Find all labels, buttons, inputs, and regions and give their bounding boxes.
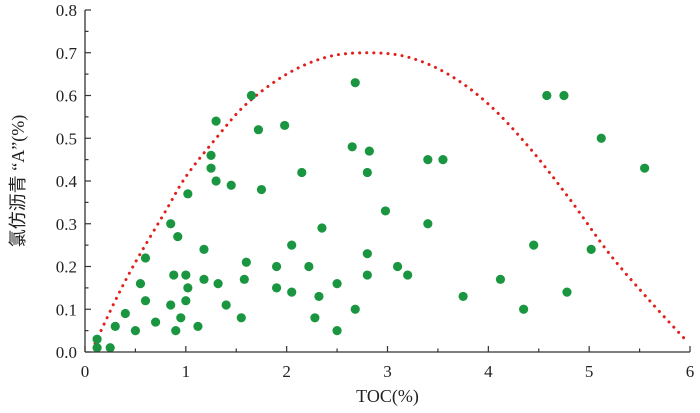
- data-point: [596, 133, 606, 143]
- y-tick-label: 0.6: [56, 87, 77, 106]
- data-point: [256, 184, 267, 195]
- data-point: [350, 304, 360, 314]
- data-point: [332, 279, 342, 289]
- data-point: [181, 296, 191, 306]
- data-point: [287, 287, 297, 297]
- data-point: [332, 326, 342, 336]
- data-point: [529, 240, 539, 250]
- data-point: [246, 90, 256, 101]
- data-point: [92, 334, 102, 344]
- data-point: [280, 120, 290, 131]
- data-point: [271, 261, 282, 272]
- data-point: [423, 155, 433, 165]
- data-point: [364, 146, 374, 156]
- data-point: [206, 150, 216, 160]
- data-point: [271, 283, 282, 293]
- y-tick-label: 0.4: [56, 172, 78, 191]
- axes: [84, 10, 690, 353]
- data-point: [166, 219, 176, 229]
- x-tick-label: 5: [585, 362, 594, 381]
- data-point: [110, 321, 120, 331]
- x-tick-label: 4: [484, 362, 493, 381]
- data-point: [140, 296, 151, 306]
- data-point: [236, 313, 246, 323]
- envelope-curve-layer: [93, 51, 687, 345]
- data-point: [287, 240, 297, 250]
- data-point: [226, 180, 236, 190]
- y-tick-label: 0.3: [56, 215, 77, 234]
- data-point: [199, 244, 209, 254]
- data-point: [199, 274, 209, 284]
- data-point: [519, 304, 529, 314]
- data-point: [105, 343, 115, 353]
- x-ticks: 0 1 2 3 4 5 6: [81, 346, 695, 381]
- data-point: [423, 219, 433, 229]
- y-tick-label: 0.1: [56, 300, 77, 319]
- data-point: [314, 291, 324, 302]
- y-axis-title: 氯仿沥青 “A”(%): [8, 115, 29, 247]
- x-tick-label: 6: [686, 362, 695, 381]
- data-point: [92, 343, 102, 353]
- data-point: [253, 125, 264, 135]
- data-point: [304, 261, 314, 272]
- y-tick-label: 0.2: [56, 258, 77, 277]
- data-point: [495, 274, 506, 284]
- scatter-points-layer: [92, 78, 650, 353]
- data-point: [183, 283, 193, 293]
- x-tick-label: 3: [383, 362, 392, 381]
- data-point: [169, 270, 179, 280]
- data-point: [362, 167, 372, 178]
- data-point: [173, 231, 183, 242]
- data-point: [362, 270, 372, 280]
- data-point: [586, 244, 596, 254]
- x-tick-label: 2: [282, 362, 291, 381]
- data-point: [542, 90, 552, 101]
- data-point: [347, 142, 357, 152]
- data-point: [438, 155, 448, 165]
- data-point: [317, 223, 327, 233]
- data-point: [120, 308, 130, 319]
- y-tick-label: 0.8: [56, 1, 77, 20]
- x-axis-title: TOC(%): [356, 386, 419, 407]
- data-point: [193, 321, 203, 331]
- data-point: [211, 116, 221, 126]
- data-point: [458, 291, 468, 302]
- y-tick-label: 0.0: [56, 343, 77, 362]
- data-point: [239, 274, 249, 284]
- data-point: [559, 90, 569, 101]
- data-point: [181, 270, 191, 280]
- data-point: [562, 287, 572, 297]
- envelope-curve: [93, 51, 687, 345]
- data-point: [183, 189, 193, 199]
- x-tick-label: 1: [182, 362, 191, 381]
- data-point: [297, 167, 307, 178]
- data-point: [403, 270, 413, 280]
- data-point: [241, 257, 251, 267]
- data-point: [206, 163, 216, 173]
- data-point: [310, 313, 320, 323]
- data-point: [171, 326, 181, 336]
- data-point: [130, 326, 141, 336]
- x-tick-label: 0: [81, 362, 90, 381]
- data-point: [213, 279, 223, 289]
- data-point: [392, 261, 403, 272]
- data-point: [135, 279, 146, 289]
- data-point: [350, 78, 360, 88]
- y-tick-label: 0.5: [56, 129, 77, 148]
- data-point: [176, 313, 186, 323]
- data-point: [380, 206, 391, 216]
- data-point: [221, 300, 231, 310]
- data-point: [140, 253, 151, 263]
- data-point: [211, 176, 221, 186]
- data-point: [362, 249, 372, 259]
- data-point: [150, 317, 161, 327]
- data-point: [166, 300, 176, 310]
- y-tick-label: 0.7: [56, 44, 78, 63]
- y-ticks: 0.0 0.1 0.2 0.3 0.4 0.5 0.6 0.7 0.8: [56, 1, 91, 362]
- data-point: [640, 163, 650, 173]
